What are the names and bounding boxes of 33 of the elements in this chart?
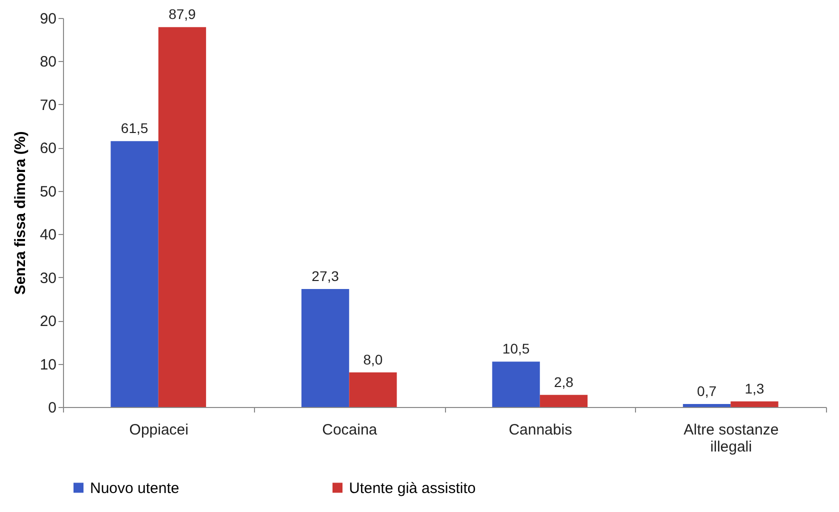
data-label: 61,5 bbox=[120, 120, 148, 136]
y-tick-label: 20 bbox=[40, 313, 56, 330]
y-tick-label: 30 bbox=[40, 270, 56, 287]
data-label: 27,3 bbox=[312, 268, 340, 284]
data-label: 10,5 bbox=[502, 340, 530, 357]
data-label: 2,8 bbox=[554, 374, 574, 390]
data-label: 8,0 bbox=[363, 351, 383, 368]
y-tick-label: 50 bbox=[40, 183, 56, 200]
bar bbox=[301, 289, 350, 407]
y-tick-label: 0 bbox=[48, 400, 56, 416]
bar bbox=[158, 27, 206, 407]
y-tick-label: 10 bbox=[40, 356, 56, 374]
bar bbox=[682, 404, 731, 407]
data-label: 0,7 bbox=[697, 382, 717, 399]
legend-label: Nuovo utente bbox=[90, 480, 180, 497]
bar bbox=[540, 394, 588, 407]
x-tick-label: Oppiacei bbox=[129, 422, 188, 438]
y-axis-title: Senza fissa dimora (%) bbox=[12, 131, 29, 295]
x-tick-label: Altre sostanze illegali bbox=[684, 422, 779, 456]
data-label: 1,3 bbox=[744, 380, 764, 396]
data-label: 87,9 bbox=[168, 6, 196, 22]
legend-label: Utente già assistito bbox=[349, 480, 476, 497]
y-tick-label: 70 bbox=[40, 96, 56, 114]
bar bbox=[730, 401, 778, 407]
bar bbox=[110, 141, 158, 407]
y-tick-label: 90 bbox=[40, 10, 56, 28]
bar bbox=[492, 362, 540, 407]
y-tick-label: 60 bbox=[40, 140, 56, 158]
y-tick-label: 80 bbox=[40, 54, 56, 71]
x-tick-label: Cannabis bbox=[508, 422, 572, 438]
bar bbox=[349, 372, 397, 407]
y-tick-label: 40 bbox=[40, 226, 56, 244]
x-tick-label: Cocaina bbox=[322, 422, 378, 438]
